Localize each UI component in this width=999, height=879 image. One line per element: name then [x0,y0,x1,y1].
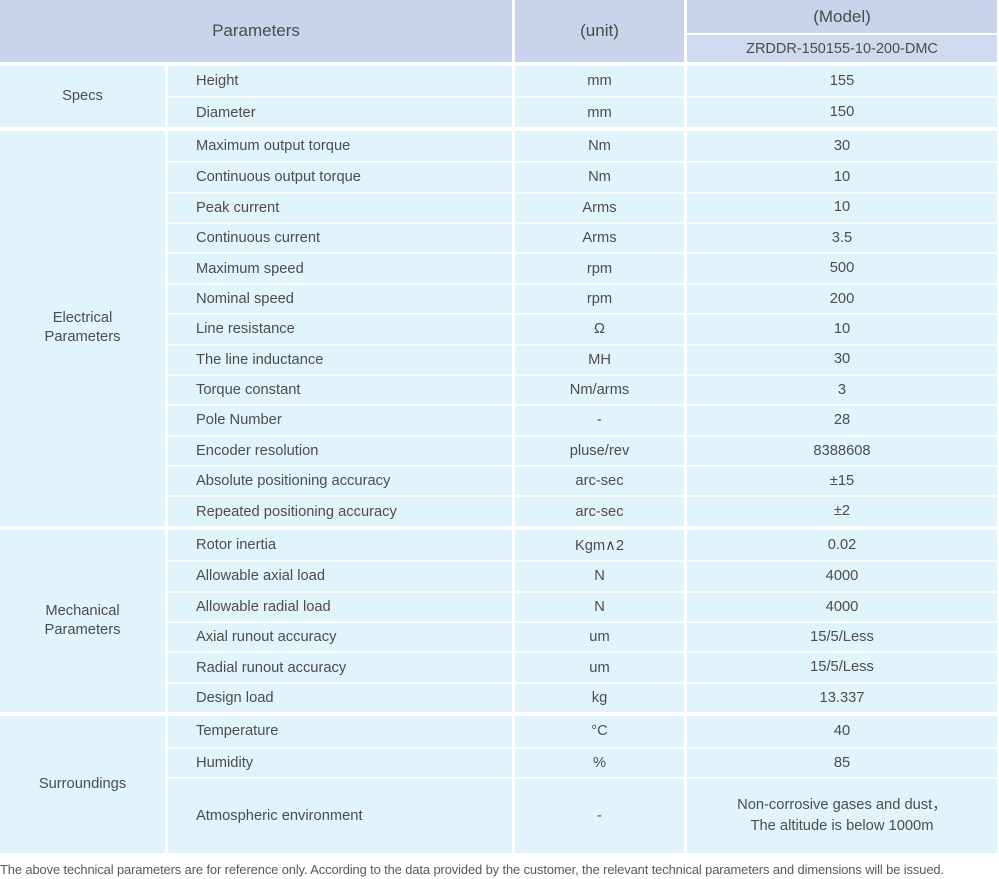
param-cell: Height [168,66,512,97]
value-cell: 28 [687,404,997,435]
unit-cell: pluse/rev [515,434,684,466]
param-cell: Repeated positioning accuracy [168,495,512,526]
value-cell: 40 [687,716,997,747]
value-cell: 3 [687,373,997,405]
section-specs: Specs Height mm 155 Diameter mm 150 [0,66,997,127]
value-cell: 4000 [687,590,997,622]
value-cell: 150 [687,96,997,127]
header-unit: (unit) [515,0,684,62]
header-parameters: Parameters [0,0,512,62]
unit-cell: Nm [515,130,684,162]
unit-cell: um [515,621,684,652]
value-cell: 8388608 [687,434,997,466]
unit-cell: - [515,404,684,435]
value-cell: 85 [687,746,997,777]
value-cell: 15/5/Less [687,651,997,682]
unit-cell: rpm [515,252,684,283]
value-cell: 200 [687,282,997,314]
param-cell: Absolute positioning accuracy [168,465,512,496]
param-cell: Humidity [168,746,512,777]
footnote: The above technical parameters are for r… [0,861,944,877]
category-label: Electrical Parameters [0,130,165,526]
param-cell: The line inductance [168,343,512,374]
unit-cell: N [515,560,684,591]
param-cell: Radial runout accuracy [168,651,512,682]
param-cell: Diameter [168,96,512,127]
unit-cell: Kgm∧2 [515,529,684,561]
param-cell: Continuous output torque [168,161,512,192]
value-cell: 0.02 [687,529,997,561]
param-cell: Atmospheric environment [168,776,512,853]
value-cell: 13.337 [687,681,997,713]
value-cell: ±2 [687,495,997,526]
value-cell: 155 [687,66,997,97]
unit-cell: Ω [515,313,684,344]
param-cell: Temperature [168,716,512,747]
param-cell: Pole Number [168,404,512,435]
value-cell: ±15 [687,465,997,496]
header-model: (Model) [687,0,997,33]
param-cell: Allowable axial load [168,560,512,591]
param-cell: Allowable radial load [168,590,512,622]
param-cell: Line resistance [168,313,512,344]
param-cell: Peak current [168,191,512,222]
unit-cell: um [515,651,684,682]
value-cell: 500 [687,252,997,283]
section-mechanical-parameters: Mechanical Parameters Rotor inertia Kgm∧2 0… [0,529,997,713]
unit-cell: rpm [515,282,684,314]
unit-cell: Arms [515,221,684,253]
unit-cell: arc-sec [515,465,684,496]
param-cell: Maximum output torque [168,130,512,162]
spec-table: Parameters (unit) (Model) ZRDDR-150155-1… [0,0,997,853]
value-cell: 30 [687,343,997,374]
section-surroundings: Surroundings Temperature °C 40 Humidity% 85 At… [0,716,997,853]
unit-cell: kg [515,681,684,713]
section-electrical-parameters: Electrical Parameters Maximum output torq… [0,130,997,526]
param-cell: Encoder resolution [168,434,512,466]
param-cell: Nominal speed [168,282,512,314]
value-cell: 3.5 [687,221,997,253]
table-header: Parameters (unit) (Model) ZRDDR-150155-1… [0,0,997,62]
param-cell: Maximum speed [168,252,512,283]
param-cell: Design load [168,681,512,713]
value-cell: Non-corrosive gases and dust， The altitu… [687,776,997,853]
unit-cell: % [515,746,684,777]
category-label: Specs [0,66,165,127]
value-cell: 4000 [687,560,997,591]
unit-cell: Arms [515,191,684,222]
param-cell: Axial runout accuracy [168,621,512,652]
category-label: Mechanical Parameters [0,529,165,713]
unit-cell: °C [515,716,684,747]
unit-cell: Nm [515,161,684,192]
unit-cell: mm [515,96,684,127]
value-cell: 10 [687,191,997,222]
unit-cell: MH [515,343,684,374]
header-model-value: ZRDDR-150155-10-200-DMC [687,35,997,62]
value-cell: 15/5/Less [687,621,997,652]
unit-cell: N [515,590,684,622]
unit-cell: mm [515,66,684,97]
param-cell: Rotor inertia [168,529,512,561]
param-cell: Torque constant [168,373,512,405]
category-label: Surroundings [0,716,165,853]
unit-cell: arc-sec [515,495,684,526]
value-cell: 10 [687,161,997,192]
unit-cell: Nm/arms [515,373,684,405]
value-cell: 10 [687,313,997,344]
param-cell: Continuous current [168,221,512,253]
unit-cell: - [515,776,684,853]
value-cell: 30 [687,130,997,162]
